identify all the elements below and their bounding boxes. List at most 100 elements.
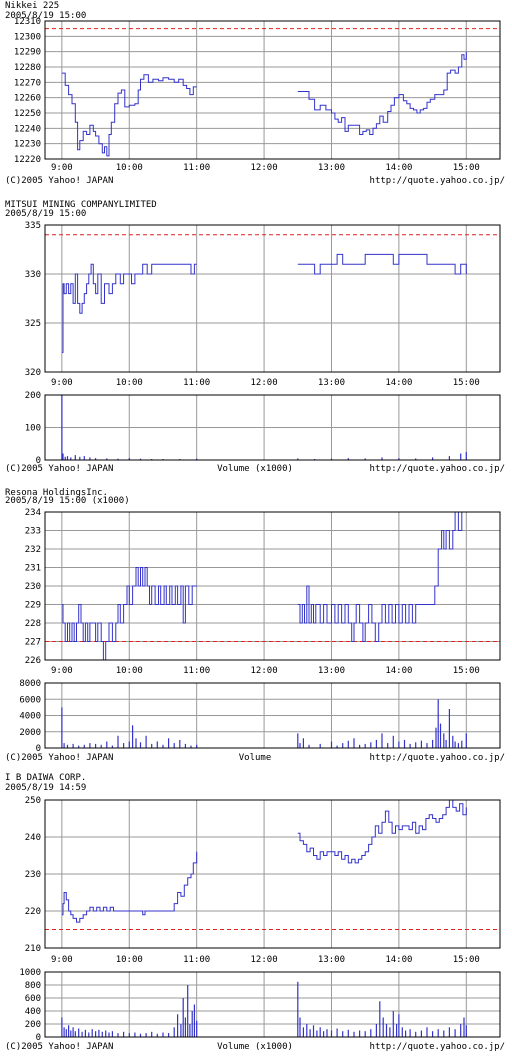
x-tick-label: 9:00 — [51, 163, 73, 173]
volume-bar — [375, 1024, 377, 1037]
volume-bar — [309, 1029, 311, 1037]
volume-bar — [81, 1031, 83, 1037]
x-tick-label: 9:00 — [51, 955, 73, 965]
y-tick-label: 0 — [36, 456, 41, 466]
volume-bar — [83, 456, 85, 460]
volume-bar — [88, 1032, 90, 1037]
y-tick-label: 229 — [25, 601, 41, 611]
volume-bar — [375, 739, 377, 748]
copyright-text: (C)2005 Yahoo! JAPAN — [5, 176, 113, 186]
volume-bar — [74, 455, 76, 460]
y-tick-label: 320 — [25, 368, 41, 378]
volume-bar — [463, 1017, 465, 1037]
volume-bar — [111, 745, 113, 748]
volume-bar — [409, 1029, 411, 1037]
volume-bar — [162, 744, 164, 749]
volume-axis-label: Volume (x1000) — [217, 1042, 293, 1052]
volume-bar — [187, 985, 189, 1037]
volume-bar — [347, 458, 349, 460]
volume-bar — [128, 741, 130, 748]
y-tick-label: 0 — [36, 1033, 41, 1043]
volume-bar — [297, 458, 299, 460]
price-line — [297, 511, 467, 642]
volume-bar — [448, 1027, 450, 1038]
volume-bar — [117, 735, 119, 748]
y-tick-label: 12260 — [14, 94, 41, 104]
volume-bar — [66, 744, 69, 749]
volume-bar — [342, 1031, 344, 1037]
volume-bar — [151, 743, 153, 748]
chart-subtitle: 2005/8/19 15:00 — [5, 11, 86, 21]
volume-bar — [78, 745, 80, 748]
volume-bar — [465, 1025, 467, 1037]
volume-bar — [79, 456, 81, 461]
volume-bar — [460, 453, 462, 460]
volume-bar — [437, 699, 439, 749]
volume-bar — [177, 1014, 179, 1038]
y-tick-label: 12250 — [14, 109, 41, 119]
volume-bar — [385, 1024, 388, 1037]
y-tick-label: 227 — [25, 638, 41, 648]
volume-bar — [392, 735, 394, 748]
volume-bar — [95, 743, 97, 748]
volume-bar — [128, 458, 130, 460]
volume-bar — [61, 1017, 63, 1037]
volume-bar — [72, 1027, 74, 1038]
volume-bar — [117, 458, 119, 460]
volume-bar — [359, 1030, 361, 1037]
y-tick-label: 226 — [25, 656, 41, 666]
price-line — [61, 851, 198, 923]
volume-bar — [465, 451, 467, 460]
volume-bar — [432, 1031, 434, 1037]
volume-bar — [398, 741, 400, 748]
y-tick-label: 800 — [25, 981, 41, 991]
volume-bar — [443, 733, 445, 748]
volume-bar — [111, 1031, 113, 1037]
volume-bar — [89, 457, 91, 460]
volume-bar — [100, 744, 102, 749]
x-tick-label: 10:00 — [116, 955, 143, 965]
volume-bar — [190, 745, 192, 748]
volume-bar — [297, 733, 299, 748]
volume-axis-label: Volume — [239, 753, 272, 763]
volume-bar — [312, 1025, 315, 1037]
chart-title: MITSUI MINING COMPANYLIMITED — [5, 200, 157, 210]
volume-bar — [306, 1024, 308, 1037]
chart-subtitle: 2005/8/19 15:00 — [5, 209, 86, 219]
volume-bar — [336, 1028, 338, 1037]
volume-bar — [381, 733, 383, 748]
volume-bar — [68, 1025, 70, 1037]
volume-bar — [61, 395, 63, 460]
y-tick-label: 210 — [25, 944, 41, 954]
source-url: http://quote.yahoo.co.jp/ — [370, 1042, 505, 1052]
volume-bar — [132, 725, 134, 749]
volume-bar — [461, 740, 463, 748]
y-tick-label: 12230 — [14, 140, 41, 150]
y-tick-label: 6000 — [19, 695, 41, 705]
x-tick-label: 15:00 — [453, 378, 480, 388]
volume-bar — [297, 981, 299, 1038]
price-line — [297, 51, 467, 135]
volume-bar — [299, 743, 301, 748]
volume-bar — [316, 1030, 318, 1037]
x-tick-label: 14:00 — [385, 955, 412, 965]
volume-bar — [61, 707, 63, 748]
volume-bar — [106, 741, 108, 748]
chart-subtitle: 2005/8/19 14:59 — [5, 783, 86, 793]
volume-bar — [370, 1029, 372, 1037]
x-tick-label: 12:00 — [251, 378, 278, 388]
volume-bar — [432, 457, 434, 460]
volume-bar — [381, 457, 383, 460]
y-tick-label: 12310 — [14, 17, 41, 27]
y-tick-label: 231 — [25, 564, 41, 574]
volume-bar — [117, 1033, 119, 1037]
volume-bar — [420, 1030, 422, 1037]
chart-title: Resona HoldingsInc. — [5, 488, 108, 498]
y-tick-label: 233 — [25, 527, 41, 537]
volume-bar — [342, 743, 344, 748]
copyright-text: (C)2005 Yahoo! JAPAN — [5, 753, 113, 763]
x-tick-label: 13:00 — [318, 378, 345, 388]
plot-frame — [44, 799, 501, 949]
copyright-text: (C)2005 Yahoo! JAPAN — [5, 464, 113, 474]
